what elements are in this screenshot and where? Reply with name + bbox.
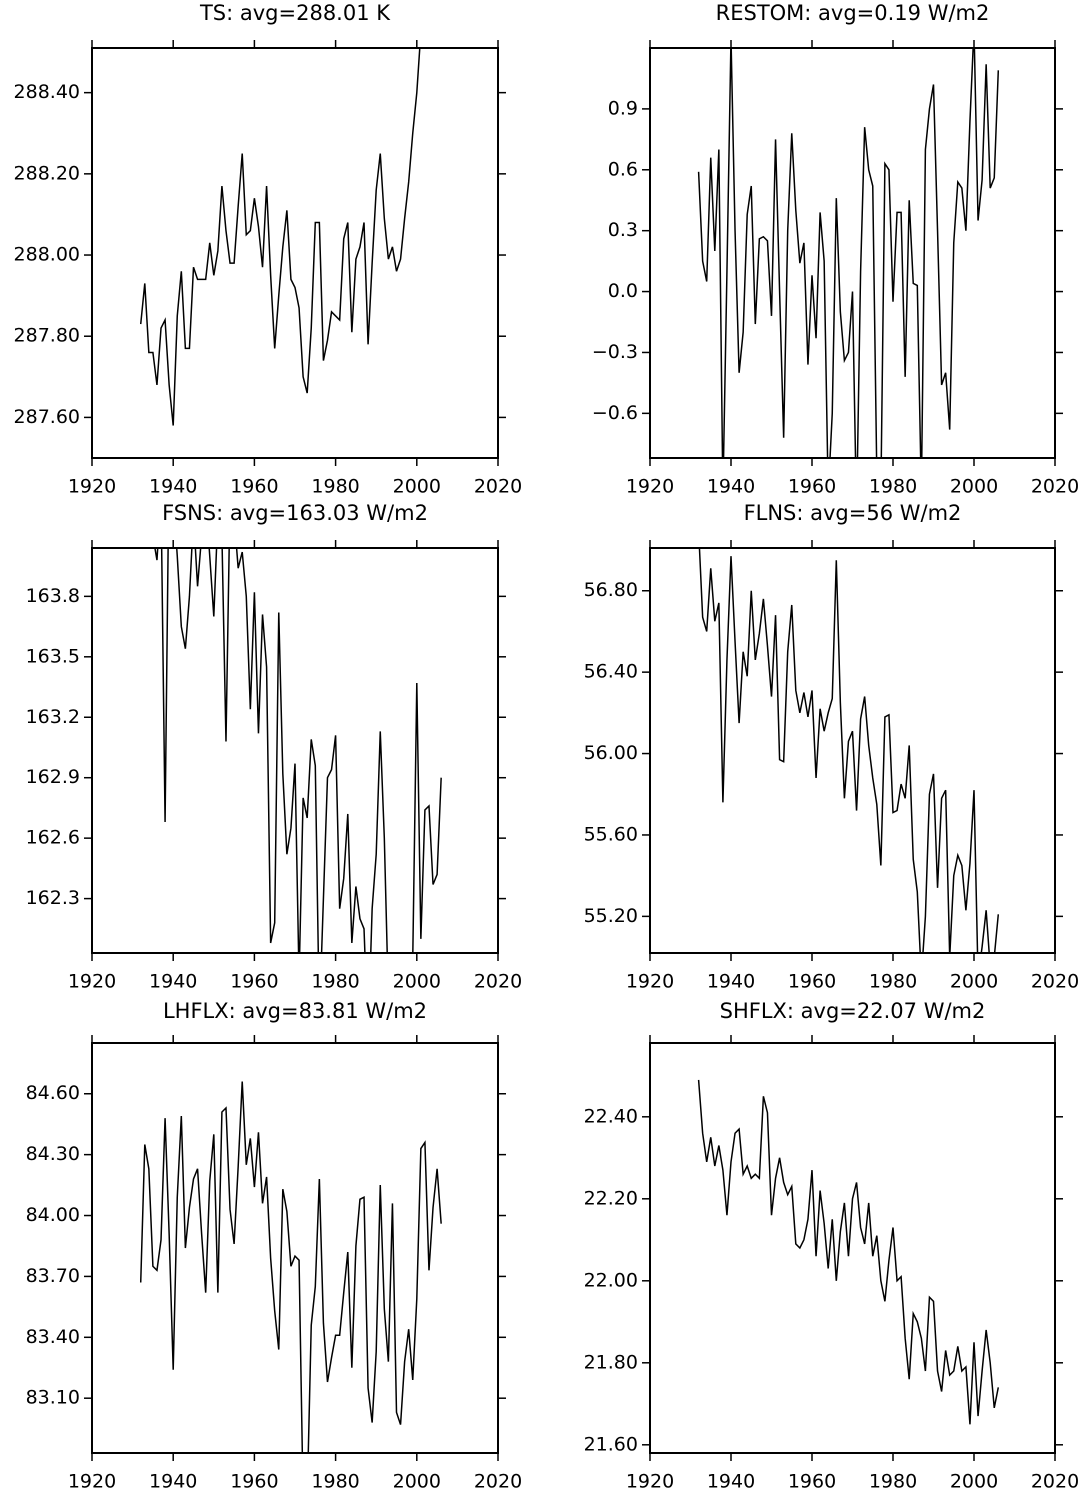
x-tick-label: 1980: [311, 476, 359, 498]
y-tick-label: 21.80: [584, 1351, 638, 1373]
y-tick-label: 21.60: [584, 1433, 638, 1455]
x-tick-label: 1960: [788, 971, 836, 993]
y-tick-label: 0.6: [608, 158, 638, 180]
x-tick-label: 2000: [393, 971, 441, 993]
x-tick-label: 2020: [1031, 1471, 1079, 1493]
line: [154, 548, 442, 953]
x-tick-label: 2000: [950, 1471, 998, 1493]
y-tick-label: 22.20: [584, 1187, 638, 1209]
plot-frame: [91, 1042, 499, 1454]
y-tick-label: 0.9: [608, 97, 638, 119]
line: [697, 1079, 1000, 1425]
plot-frame: [649, 1042, 1056, 1454]
x-tick-label: 2020: [474, 971, 522, 993]
x-tick-label: 1940: [707, 476, 755, 498]
x-tick-label: 1960: [230, 971, 278, 993]
y-tick-label: 83.10: [26, 1387, 80, 1409]
y-tick-label: 162.6: [26, 827, 80, 849]
x-tick-label: 2000: [393, 1471, 441, 1493]
y-tick-label: 162.3: [26, 887, 80, 909]
line: [139, 1081, 442, 1453]
x-tick-label: 1980: [869, 476, 917, 498]
y-tick-label: 288.20: [14, 162, 80, 184]
x-tick-label: 2020: [474, 476, 522, 498]
y-tick-label: 56.00: [584, 742, 638, 764]
y-tick-label: 84.30: [26, 1143, 80, 1165]
chart-title: LHFLX: avg=83.81 W/m2: [163, 999, 427, 1023]
y-tick-label: 162.9: [26, 766, 80, 788]
chart-title: RESTOM: avg=0.19 W/m2: [716, 1, 990, 25]
y-tick-label: 22.00: [584, 1269, 638, 1291]
y-tick-label: 163.2: [26, 706, 80, 728]
y-tick-label: 163.8: [26, 585, 80, 607]
x-tick-label: 2000: [393, 476, 441, 498]
y-tick-label: 287.80: [14, 325, 80, 347]
plot-frame: [649, 47, 1056, 459]
chart-title: TS: avg=288.01 K: [199, 1, 391, 25]
x-tick-label: 1920: [626, 971, 674, 993]
x-tick-label: 1940: [149, 476, 197, 498]
y-tick-label: 55.60: [584, 823, 638, 845]
x-tick-label: 1940: [149, 971, 197, 993]
y-tick-label: 288.40: [14, 81, 80, 103]
y-tick-label: 0.3: [608, 219, 638, 241]
x-tick-label: 2020: [1031, 971, 1079, 993]
line: [697, 48, 1000, 458]
y-tick-label: 287.60: [14, 406, 80, 428]
x-tick-label: 1980: [869, 971, 917, 993]
y-tick-label: 288.00: [14, 244, 80, 266]
chart-title: FSNS: avg=163.03 W/m2: [162, 501, 428, 525]
x-tick-label: 1920: [626, 1471, 674, 1493]
x-tick-label: 1960: [788, 476, 836, 498]
x-tick-label: 1960: [788, 1471, 836, 1493]
x-tick-label: 2000: [950, 971, 998, 993]
y-tick-label: 84.60: [26, 1082, 80, 1104]
y-tick-label: 83.70: [26, 1265, 80, 1287]
x-tick-label: 1980: [311, 971, 359, 993]
plot-frame: [91, 47, 499, 459]
plot-frame: [91, 547, 499, 954]
x-tick-label: 1940: [707, 1471, 755, 1493]
chart-title: SHFLX: avg=22.07 W/m2: [720, 999, 986, 1023]
x-tick-label: 1920: [68, 971, 116, 993]
x-tick-label: 1940: [707, 971, 755, 993]
y-tick-label: 83.40: [26, 1326, 80, 1348]
x-tick-label: 1960: [230, 1471, 278, 1493]
y-tick-label: −0.3: [592, 341, 638, 363]
y-tick-label: 0.0: [608, 280, 638, 302]
x-tick-label: 1980: [869, 1471, 917, 1493]
y-tick-label: 56.40: [584, 661, 638, 683]
y-tick-label: 163.5: [26, 645, 80, 667]
y-tick-label: 22.40: [584, 1105, 638, 1127]
line: [139, 48, 421, 426]
x-tick-label: 2000: [950, 476, 998, 498]
y-tick-label: −0.6: [592, 402, 638, 424]
x-tick-label: 1920: [626, 476, 674, 498]
chart-title: FLNS: avg=56 W/m2: [744, 501, 962, 525]
x-tick-label: 2020: [1031, 476, 1079, 498]
y-tick-label: 55.20: [584, 905, 638, 927]
line: [698, 548, 1000, 953]
x-tick-label: 1940: [149, 1471, 197, 1493]
x-tick-label: 1920: [68, 1471, 116, 1493]
x-tick-label: 1920: [68, 476, 116, 498]
plot-frame: [649, 547, 1056, 954]
x-tick-label: 1980: [311, 1471, 359, 1493]
x-tick-label: 2020: [474, 1471, 522, 1493]
x-tick-label: 1960: [230, 476, 278, 498]
y-tick-label: 56.80: [584, 579, 638, 601]
y-tick-label: 84.00: [26, 1204, 80, 1226]
